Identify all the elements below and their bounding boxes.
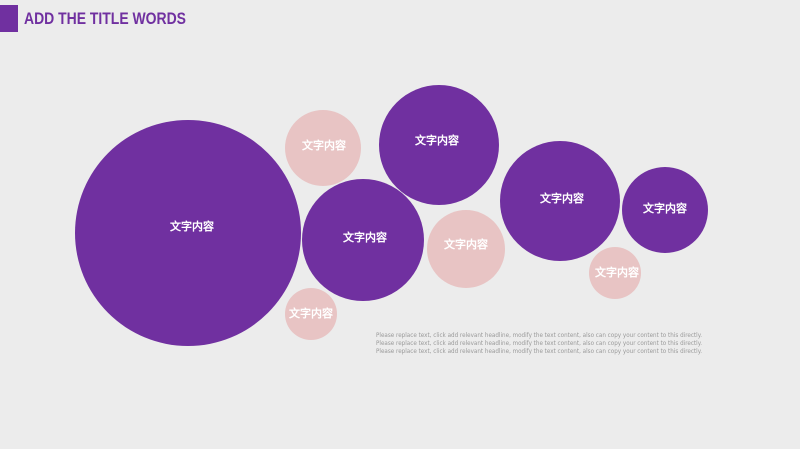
bubble-label: 文字内容 xyxy=(444,237,488,251)
bubble xyxy=(75,120,301,346)
bubble-label: 文字内容 xyxy=(302,138,346,152)
body-line: Please replace text, click add relevant … xyxy=(376,340,702,347)
bubble xyxy=(302,179,424,301)
body-text: Please replace text, click add relevant … xyxy=(376,332,702,355)
bubble xyxy=(285,288,337,340)
bubble-label: 文字内容 xyxy=(643,201,687,215)
body-line: Please replace text, click add relevant … xyxy=(376,332,702,339)
title: ADD THE TITLE WORDS xyxy=(24,9,186,28)
body-line: Please replace text, click add relevant … xyxy=(376,348,702,355)
bubble xyxy=(589,247,641,299)
bubble-label: 文字内容 xyxy=(343,230,387,244)
bubble xyxy=(500,141,620,261)
bubble-label: 文字内容 xyxy=(595,265,639,279)
bubble-label: 文字内容 xyxy=(289,306,333,320)
bubble-label: 文字内容 xyxy=(170,219,214,233)
bubble xyxy=(379,85,499,205)
bubble-label: 文字内容 xyxy=(540,191,584,205)
bubbles: 文字内容 文字内容 文字内容 文字内容 文字内容 文字内容 文字内容 文字内容 … xyxy=(75,85,708,346)
title-marker xyxy=(0,5,18,32)
bubble xyxy=(622,167,708,253)
bubble xyxy=(427,210,505,288)
bubble xyxy=(285,110,361,186)
bubble-label: 文字内容 xyxy=(415,133,459,147)
